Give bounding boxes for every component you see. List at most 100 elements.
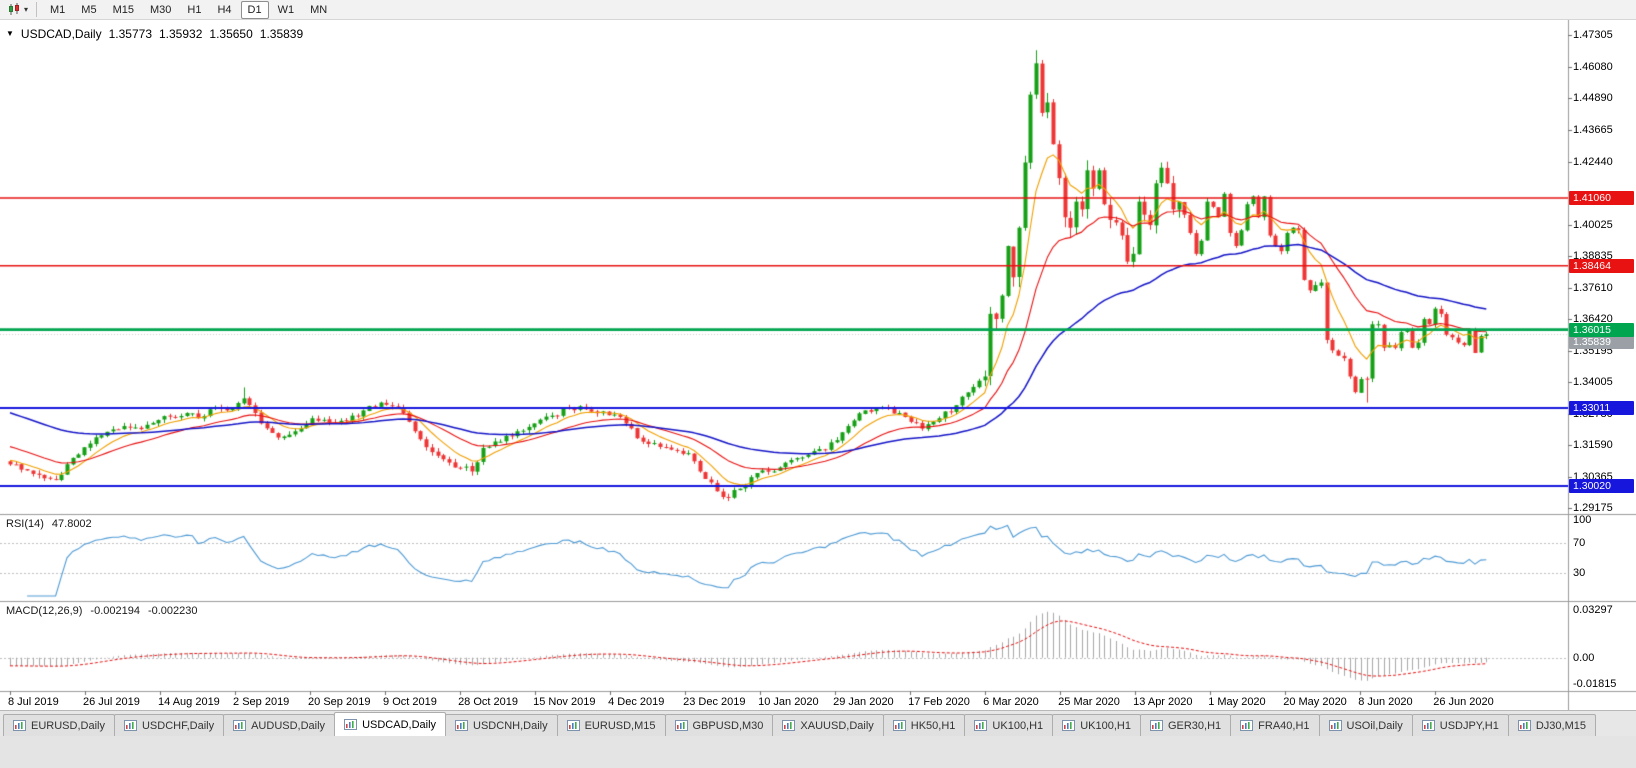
chart-tab-usdchf-daily[interactable]: USDCHF,Daily <box>113 714 225 736</box>
date-label: 23 Dec 2019 <box>683 696 746 708</box>
rsi-value: 47.8002 <box>51 518 92 530</box>
toolbar-separator <box>36 2 38 17</box>
hline-price-tag[interactable]: 1.30020 <box>1569 479 1634 494</box>
chart-tab-icon <box>344 719 358 730</box>
timeframe-button-m5[interactable]: M5 <box>81 3 97 16</box>
chart-tabs-bar: EURUSD,Daily USDCHF,Daily AUDUSD,Daily USDC… <box>0 710 1636 736</box>
chart-tab-label: GBPUSD,M30 <box>692 719 764 732</box>
chart-tab-icon <box>1240 720 1254 731</box>
date-label: 25 Mar 2020 <box>1058 696 1120 708</box>
date-label: 28 Oct 2019 <box>458 696 518 708</box>
date-label: 17 Feb 2020 <box>908 696 970 708</box>
chart-tab-dj30-m15[interactable]: DJ30,M15 <box>1507 714 1596 736</box>
chart-tab-eurusd-daily[interactable]: EURUSD,Daily <box>3 714 115 736</box>
timeframe-button-w1[interactable]: W1 <box>277 3 295 16</box>
time-axis[interactable]: 8 Jul 2019 26 Jul 2019 14 Aug 2019 2 Sep 20… <box>0 691 1568 710</box>
price-axis[interactable]: 1.47305 1.46080 1.44890 1.43665 1.42440 1.400… <box>1568 20 1636 691</box>
chart-tab-label: FRA40,H1 <box>1258 719 1310 732</box>
chart-tab-label: EURUSD,M15 <box>584 719 656 732</box>
date-label: 20 May 2020 <box>1283 696 1347 708</box>
chart-tab-icon <box>123 720 137 731</box>
chart-tab-icon <box>1328 720 1342 731</box>
hline-price-tag[interactable]: 1.38464 <box>1569 258 1634 273</box>
chart-tab-label: USDCAD,Daily <box>362 718 437 731</box>
chart-tab-usdjpy-h1[interactable]: USDJPY,H1 <box>1411 714 1509 736</box>
chart-tab-label: AUDUSD,Daily <box>251 719 326 732</box>
date-label: 20 Sep 2019 <box>308 696 371 708</box>
price-tick-label: 1.43665 <box>1573 123 1613 136</box>
chart-tab-uk100-h1[interactable]: UK100,H1 <box>1052 714 1141 736</box>
bid-price-tag: 1.35839 <box>1569 335 1634 350</box>
chart-tab-icon <box>1421 720 1435 731</box>
rsi-pane[interactable]: RSI(14) 47.8002 <box>0 515 1568 601</box>
price-tick-label: 1.37610 <box>1573 282 1613 294</box>
chart-tab-icon <box>13 720 26 731</box>
dropdown-caret-icon: ▾ <box>24 5 29 14</box>
chart-tab-icon <box>1062 720 1076 731</box>
chart-tab-label: UK100,H1 <box>1080 719 1131 732</box>
date-label: 8 Jun 2020 <box>1358 696 1413 708</box>
rsi-tick-label: 70 <box>1573 536 1586 549</box>
timeframe-button-m15[interactable]: M15 <box>112 3 134 16</box>
date-label: 14 Aug 2019 <box>158 696 220 708</box>
chart-tab-ger30-h1[interactable]: GER30,H1 <box>1139 714 1232 736</box>
timeframe-button-m1[interactable]: M1 <box>50 3 66 16</box>
quote-high: 1.35932 <box>159 27 203 41</box>
chart-tab-usoil-daily[interactable]: USOil,Daily <box>1318 714 1413 736</box>
chart-tab-xauusd-daily[interactable]: XAUUSD,Daily <box>772 714 884 736</box>
symbol-dropdown-icon[interactable]: ▼ <box>6 29 14 38</box>
chart-tab-eurusd-m15[interactable]: EURUSD,M15 <box>556 714 666 736</box>
price-tick-label: 1.47305 <box>1573 29 1613 41</box>
rsi-info-line: RSI(14) 47.8002 <box>6 518 92 530</box>
chart-tab-icon <box>892 720 906 731</box>
price-tick-label: 1.46080 <box>1573 60 1613 73</box>
macd-pane[interactable]: MACD(12,26,9) -0.002194 -0.002230 <box>0 602 1568 691</box>
chart-tab-icon <box>1517 720 1531 731</box>
chart-tab-label: HK50,H1 <box>910 719 956 732</box>
chart-canvas <box>0 20 1636 710</box>
chart-tab-uk100-h1[interactable]: UK100,H1 <box>964 714 1054 736</box>
timeframe-button-h1[interactable]: H1 <box>187 3 202 16</box>
date-label: 10 Jan 2020 <box>758 696 819 708</box>
macd-tick-label: -0.01815 <box>1573 678 1617 690</box>
macd-label: MACD(12,26,9) <box>6 605 83 617</box>
chart-tab-label: DJ30,M15 <box>1535 719 1586 732</box>
chart-tab-label: GER30,H1 <box>1167 719 1222 732</box>
chart-tab-usdcad-daily[interactable]: USDCAD,Daily <box>334 712 447 736</box>
chart-tab-label: UK100,H1 <box>992 719 1044 732</box>
chart-tab-label: USDCHF,Daily <box>141 719 215 732</box>
macd-info-line: MACD(12,26,9) -0.002194 -0.002230 <box>6 605 198 617</box>
hline-price-tag[interactable]: 1.41060 <box>1569 190 1634 205</box>
timeframe-button-mn[interactable]: MN <box>310 3 328 16</box>
hline-price-tag[interactable]: 1.33011 <box>1569 401 1634 416</box>
date-label: 4 Dec 2019 <box>608 696 665 708</box>
chart-tab-gbpusd-m30[interactable]: GBPUSD,M30 <box>664 714 774 736</box>
date-label: 6 Mar 2020 <box>983 696 1039 708</box>
chart-tab-label: XAUUSD,Daily <box>800 719 874 732</box>
chart-info-line: ▼ USDCAD,Daily 1.35773 1.35932 1.35650 1… <box>6 27 303 41</box>
timeframe-button-h4[interactable]: H4 <box>217 3 232 16</box>
date-label: 8 Jul 2019 <box>8 696 59 708</box>
price-tick-label: 1.36420 <box>1573 313 1613 326</box>
rsi-tick-label: 100 <box>1573 514 1592 526</box>
chart-type-button[interactable]: ▾ <box>4 2 31 17</box>
symbol-period-label: USDCAD,Daily <box>20 27 102 41</box>
window-background-strip <box>0 736 1636 768</box>
price-tick-label: 1.42440 <box>1573 155 1613 168</box>
chart-tab-icon <box>566 720 580 731</box>
chart-tab-audusd-daily[interactable]: AUDUSD,Daily <box>223 714 336 736</box>
hline-price-tag[interactable]: 1.36015 <box>1569 322 1634 337</box>
chart-tab-fra40-h1[interactable]: FRA40,H1 <box>1230 714 1320 736</box>
chart-tab-label: USDJPY,H1 <box>1439 719 1499 732</box>
chart-tab-icon <box>233 720 247 731</box>
price-tick-label: 1.40025 <box>1573 218 1613 231</box>
timeframe-button-d1[interactable]: D1 <box>240 0 269 19</box>
main-chart-pane[interactable]: ▼ USDCAD,Daily 1.35773 1.35932 1.35650 1… <box>0 20 1568 514</box>
chart-tab-icon <box>974 720 988 731</box>
chart-tab-usdcnh-daily[interactable]: USDCNH,Daily <box>445 714 558 736</box>
timeframe-button-m30[interactable]: M30 <box>149 3 172 16</box>
date-label: 15 Nov 2019 <box>533 696 596 708</box>
chart-tab-icon <box>782 720 796 731</box>
chart-tab-hk50-h1[interactable]: HK50,H1 <box>882 714 966 736</box>
